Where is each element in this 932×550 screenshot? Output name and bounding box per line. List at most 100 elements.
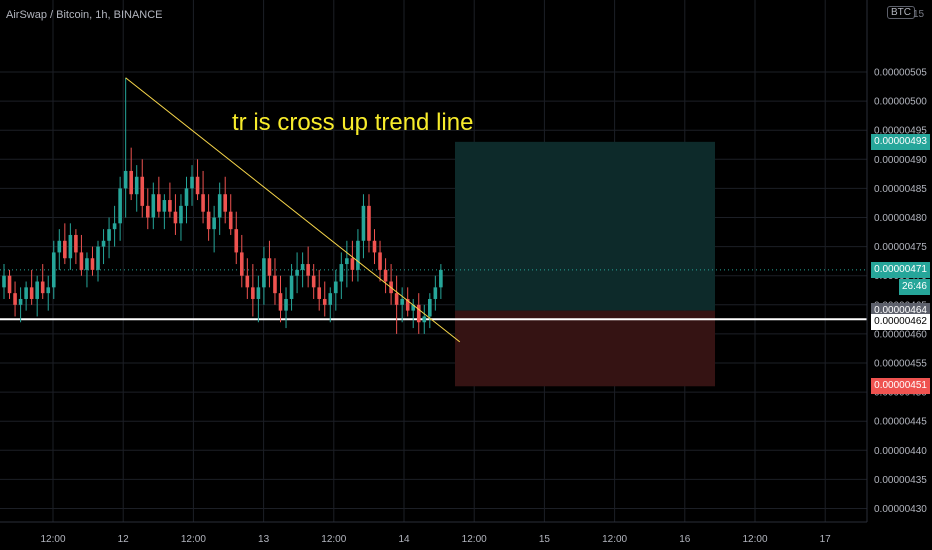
candle-body (85, 258, 89, 270)
target-price-badge: 0.00000493 (871, 133, 930, 150)
price-tick-label: 0.00000455 (874, 359, 927, 370)
candle (345, 240, 349, 288)
candle (96, 240, 100, 282)
candle (223, 176, 227, 224)
candle-body (300, 264, 305, 270)
candle (245, 258, 250, 299)
candle (190, 165, 194, 206)
trend-line[interactable] (125, 77, 461, 343)
currency-badge[interactable]: BTC (887, 6, 915, 19)
candle-body (400, 298, 404, 305)
candle (40, 264, 45, 299)
candle-body (439, 269, 443, 288)
candle (179, 194, 183, 241)
candle-body (173, 211, 178, 224)
candle (51, 240, 56, 299)
stop-loss-zone[interactable] (455, 310, 715, 387)
candle (123, 77, 128, 218)
currency-badge-tail: 15 (913, 9, 925, 20)
candle (428, 293, 432, 329)
candle (372, 229, 377, 265)
candle-body (206, 211, 211, 230)
candle (284, 287, 288, 329)
candle (228, 194, 233, 235)
candle-body (433, 287, 438, 299)
candle (439, 264, 443, 299)
candle-body (140, 176, 145, 206)
time-tick-label: 14 (398, 534, 410, 545)
candle (328, 287, 333, 323)
candle-body (68, 234, 73, 259)
candlestick-series (2, 77, 443, 334)
time-tick-label: 12:00 (462, 534, 487, 545)
candle-body (51, 252, 56, 288)
candle-body (322, 298, 327, 305)
candle (400, 287, 404, 323)
candle-body (361, 205, 366, 241)
candle-body (18, 298, 23, 305)
candle-body (267, 258, 272, 276)
time-tick-label: 12:00 (321, 534, 346, 545)
price-tick-label: 0.00000460 (874, 329, 927, 340)
candle (411, 298, 416, 329)
candle (63, 223, 67, 265)
candle (107, 217, 111, 259)
candle (24, 281, 28, 311)
target-profit-zone[interactable] (455, 141, 715, 311)
candle-body (179, 205, 183, 224)
candle-body (422, 316, 427, 323)
candle (356, 229, 360, 282)
time-tick-label: 12:00 (602, 534, 627, 545)
candle (157, 176, 161, 218)
candle-body (405, 298, 410, 311)
candle (184, 176, 189, 224)
candle (256, 275, 261, 323)
price-tick-label: 0.00000440 (874, 446, 927, 457)
stop-price-badge: 0.00000451 (871, 378, 930, 395)
time-axis[interactable]: 12:00 12 12:00 13 12:00 14 12:00 15 12:00 16 12:00… (40, 534, 831, 545)
time-tick-label: 15 (539, 534, 551, 545)
candle (350, 240, 355, 282)
candle-body (223, 194, 227, 212)
candle-body (79, 252, 84, 270)
time-tick-label: 12 (118, 534, 130, 545)
candle (145, 188, 150, 230)
candle-body (428, 298, 432, 317)
candle (46, 275, 51, 311)
candle (85, 252, 89, 288)
candle (295, 252, 299, 294)
candle-body (151, 194, 156, 218)
candle-body (162, 200, 167, 212)
price-tick-label: 0.00000445 (874, 417, 927, 428)
candle (74, 229, 78, 265)
candle (57, 229, 62, 270)
price-tick-label: 0.00000430 (874, 504, 927, 515)
price-tick-label: 0.00000485 (874, 184, 927, 195)
candle-body (334, 281, 338, 294)
trendline-annotation[interactable]: tr is cross up trend line (232, 109, 473, 136)
candle-body (90, 258, 95, 270)
candle-body (278, 293, 283, 311)
candle (140, 159, 145, 218)
candle (405, 287, 410, 317)
price-tick-label: 0.00000495 (874, 126, 927, 137)
time-tick-label: 12:00 (181, 534, 206, 545)
candle-body (112, 223, 117, 230)
candle-body (345, 258, 349, 265)
candle-body (184, 188, 189, 206)
candle (162, 194, 167, 230)
candle (367, 194, 371, 253)
bar-countdown-badge: 26:46 (898, 278, 930, 295)
candle-body (13, 293, 17, 305)
candle-body (234, 229, 239, 253)
symbol-title[interactable]: AirSwap / Bitcoin, 1h, BINANCE (6, 9, 163, 21)
candle-body (24, 287, 28, 299)
candle-body (195, 176, 200, 195)
candle-body (29, 287, 34, 299)
candle-body (129, 170, 133, 195)
time-tick-label: 12:00 (40, 534, 65, 545)
candle-body (134, 176, 139, 195)
candle (201, 170, 205, 224)
candle (383, 258, 388, 294)
